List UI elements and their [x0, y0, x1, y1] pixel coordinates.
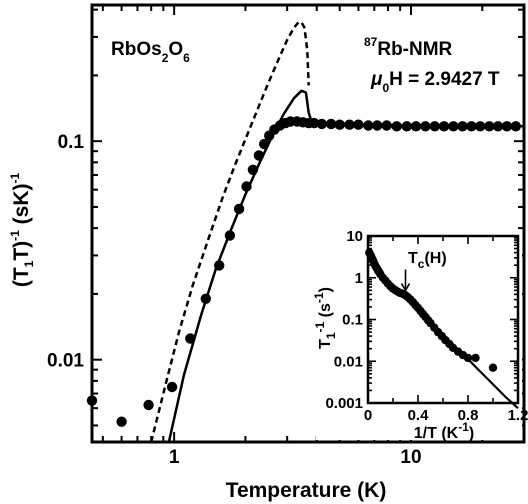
data-point: [116, 416, 127, 427]
data-point: [381, 120, 392, 131]
data-point: [429, 121, 440, 132]
inset-y-tick-label: 1: [355, 270, 363, 287]
data-point: [166, 381, 178, 393]
data-point: [401, 121, 412, 132]
inset-x-tick-label: 0.4: [408, 407, 430, 424]
inset-y-tick-label: 0.001: [325, 395, 363, 412]
data-point: [471, 353, 480, 363]
data-point: [344, 119, 355, 130]
data-point: [353, 119, 364, 130]
data-point: [501, 121, 513, 132]
inset-y-tick-label: 0.01: [334, 353, 363, 370]
data-point: [259, 138, 270, 150]
data-point: [438, 121, 450, 132]
inset-x-tick-label: 0.8: [458, 407, 479, 424]
data-point: [448, 121, 459, 132]
main-plot-frame: [90, 3, 526, 444]
tc-label: Tc(H): [408, 250, 447, 271]
data-point: [253, 150, 265, 161]
inset-data-points: [365, 248, 498, 372]
data-point: [475, 121, 486, 132]
data-point: [363, 120, 374, 131]
data-point: [391, 121, 402, 132]
inset-x-tick-label: 0: [364, 407, 372, 424]
data-point: [410, 121, 422, 132]
inset-x-tick-label: 1.2: [508, 407, 528, 424]
data-point: [484, 121, 495, 132]
data-point: [224, 230, 236, 241]
main-y-tick-label: 0.01: [47, 351, 84, 372]
inset-y-tick-label: 0.1: [342, 312, 363, 329]
main-x-tick-label: 10: [400, 447, 421, 468]
data-point: [463, 353, 473, 363]
data-point: [457, 121, 468, 132]
inset-y-tick-label: 10: [346, 228, 363, 245]
data-point: [143, 399, 154, 411]
data-point: [488, 363, 498, 372]
nucleus-label: 87Rb-NMR: [364, 35, 453, 60]
data-point: [214, 260, 225, 271]
data-point: [372, 120, 383, 131]
data-point: [492, 121, 504, 132]
data-point: [86, 395, 98, 406]
data-point: [466, 121, 477, 132]
main-dashed-curve-group: [149, 21, 310, 443]
data-point: [420, 121, 431, 132]
tc-arrow-head: [400, 283, 411, 293]
compound-label: RbOs2O6: [111, 39, 190, 65]
main-x-axis-title: Temperature (K): [226, 479, 387, 502]
inset-mask: [316, 232, 522, 440]
data-point: [316, 118, 327, 130]
dashed-curve: [149, 21, 310, 443]
data-point: [185, 333, 196, 344]
data-point: [308, 117, 320, 129]
tc-arrow-icon: [400, 269, 411, 293]
data-point: [510, 121, 521, 132]
data-point: [200, 293, 211, 304]
main-chart: 1 100.010.1 (T1T)-1 (sK)-1 Temperature (K…: [8, 3, 526, 502]
main-y-tick-label: 0.1: [58, 132, 85, 153]
main-y-axis-title: (T1T)-1 (sK)-1: [8, 172, 36, 287]
data-point: [233, 203, 245, 215]
field-label: μ0H = 2.9427 T: [370, 69, 500, 95]
data-point: [325, 118, 337, 130]
data-point: [334, 119, 345, 130]
main-x-tick-label: 1: [169, 447, 180, 468]
main-data-points: [86, 116, 521, 427]
data-point: [247, 164, 259, 175]
data-point: [241, 181, 252, 192]
